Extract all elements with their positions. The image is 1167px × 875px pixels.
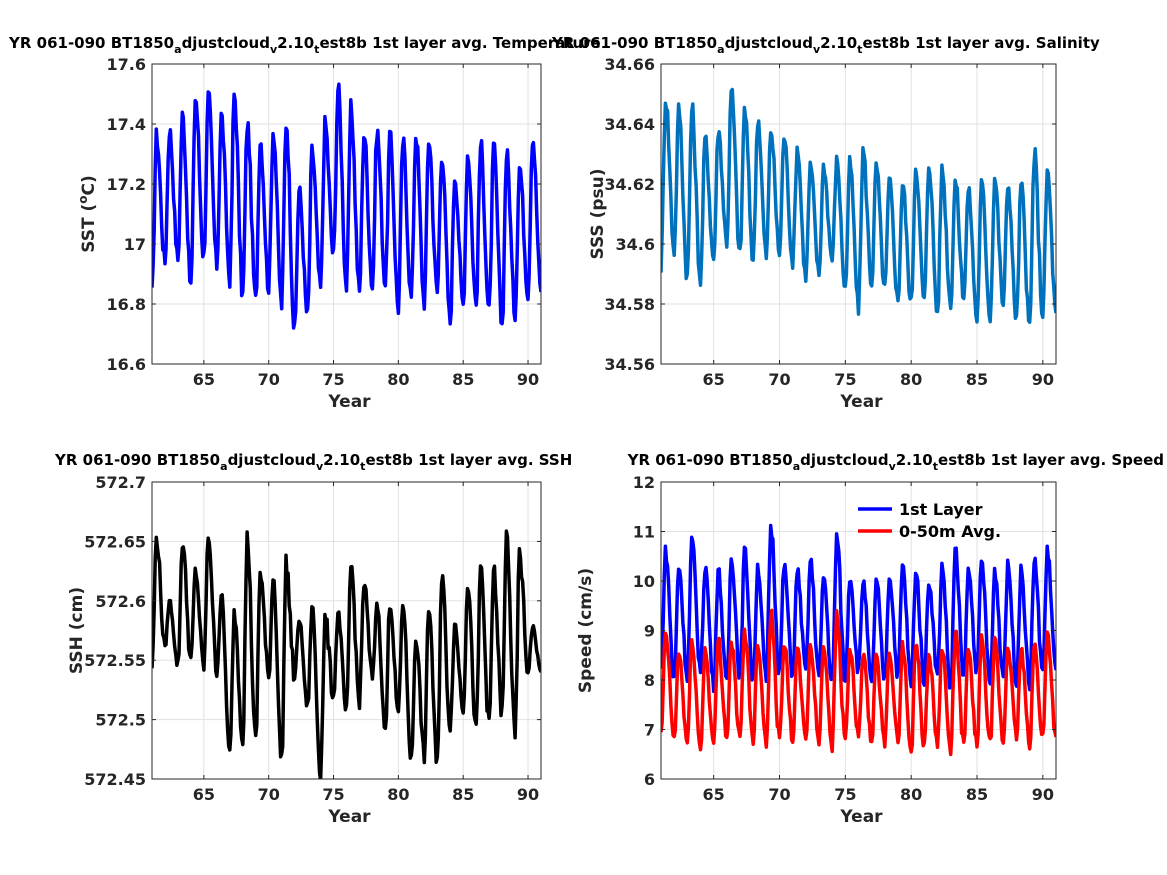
chart-title: YR 061-090 BT1850adjustcloudv2.10test8b … [54,451,572,473]
y-tick-label: 572.7 [95,473,146,492]
y-tick-label: 17.4 [107,115,146,134]
y-axis-label: SSS (psu) [588,168,608,259]
x-tick-label: 90 [1032,370,1054,389]
panels: 65 70 75 80 85 90 16.6 16.8 17 17.2 17.4 17.6 Year SS… [8,34,1164,827]
legend-label: 0-50m Avg. [899,522,1001,541]
plot-area [152,482,541,779]
x-axis-label: Year [327,807,371,827]
x-tick-label: 90 [517,370,539,389]
y-tick-label: 12 [633,473,655,492]
series-line-1 [152,529,541,779]
x-tick-label: 80 [387,785,409,804]
y-tick-label: 34.62 [604,175,655,194]
x-tick-label: 80 [387,370,409,389]
series-line-1 [152,82,541,330]
y-tick-label: 34.66 [604,55,655,74]
y-tick-label: 16.8 [107,295,146,314]
x-tick-label: 75 [834,785,856,804]
y-tick-label: 34.56 [604,355,655,374]
x-tick-label: 85 [966,370,988,389]
legend-label: 1st Layer [899,500,983,519]
x-tick-label: 85 [452,370,474,389]
y-tick-label: 572.6 [95,592,146,611]
x-tick-label: 65 [193,785,215,804]
x-tick-label: 90 [517,785,539,804]
series-line-1st-layer [661,523,1056,694]
x-tick-label: 75 [322,785,344,804]
axes-box [151,481,542,780]
subplot-1: 65 70 75 80 85 90 16.6 16.8 17 17.2 17.4 17.6 Year SS… [8,34,601,412]
y-tick-label: 9 [644,622,655,641]
chart-title: YR 061-090 BT1850adjustcloudv2.10test8b … [551,34,1100,56]
x-tick-label: 70 [768,785,790,804]
x-tick-label: 75 [834,370,856,389]
y-tick-label: 11 [633,523,655,542]
x-tick-label: 70 [768,370,790,389]
x-axis-label: Year [839,392,883,412]
y-tick-label: 17.2 [107,175,146,194]
subplot-4: 65 70 75 80 85 90 6 7 8 9 10 11 12 Year Speed (cm/s) YR… [576,451,1164,827]
y-axis-label: Speed (cm/s) [576,568,596,693]
x-tick-label: 65 [703,785,725,804]
x-tick-label: 80 [900,370,922,389]
series-line-1 [661,87,1056,324]
x-tick-label: 90 [1032,785,1054,804]
y-tick-label: 17.6 [107,55,146,74]
y-tick-label: 34.64 [604,115,655,134]
series-line-0-50m-avg- [661,608,1056,757]
y-tick-label: 8 [644,671,655,690]
y-tick-label: 34.58 [604,295,655,314]
y-tick-label: 17 [124,235,146,254]
y-tick-label: 6 [644,770,655,789]
axes-box [151,63,542,365]
subplot-2: 65 70 75 80 85 90 34.56 34.58 34.6 34.62 34.64 34.6… [551,34,1100,412]
y-axis-label: SST (oC) [76,175,99,253]
x-tick-label: 85 [452,785,474,804]
x-axis-label: Year [327,392,371,412]
y-tick-label: 34.6 [616,235,655,254]
y-axis-label: SSH (cm) [67,587,87,674]
y-tick-label: 16.6 [107,355,146,374]
y-tick-label: 572.5 [95,711,146,730]
x-tick-label: 65 [703,370,725,389]
x-tick-label: 75 [322,370,344,389]
y-tick-label: 572.45 [84,770,146,789]
chart-title: YR 061-090 BT1850adjustcloudv2.10test8b … [627,451,1164,473]
plot-area [152,64,541,364]
axes-box [660,63,1057,365]
x-tick-label: 65 [193,370,215,389]
x-axis-label: Year [839,807,883,827]
x-tick-label: 70 [258,370,280,389]
y-tick-label: 572.65 [84,532,146,551]
y-tick-label: 572.55 [84,651,146,670]
subplot-3: 65 70 75 80 85 90 572.45 572.5 572.55 572.6 572.65… [54,451,572,827]
y-tick-label: 7 [644,721,655,740]
x-tick-label: 85 [966,785,988,804]
legend: 1st Layer 0-50m Avg. [858,500,1001,541]
chart-title: YR 061-090 BT1850adjustcloudv2.10test8b … [8,34,601,56]
y-tick-label: 10 [633,572,655,591]
x-tick-label: 70 [258,785,280,804]
x-tick-label: 80 [900,785,922,804]
